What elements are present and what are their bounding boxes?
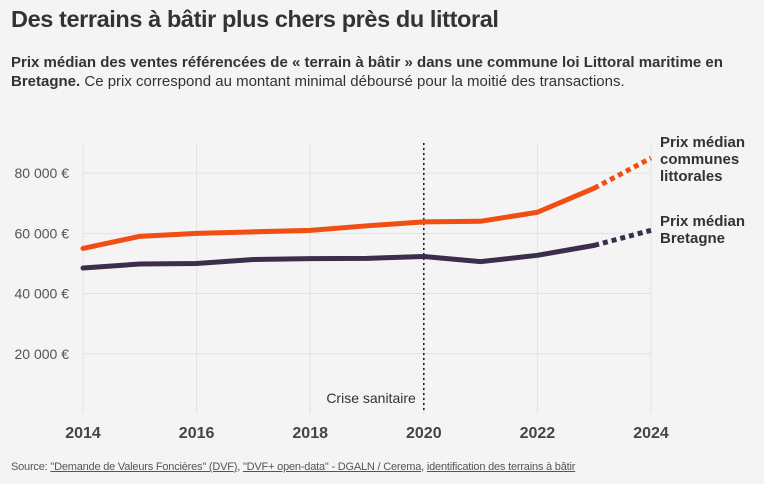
- subtitle-bold: Prix médian des ventes référencées de « …: [11, 54, 723, 90]
- annotation-label: Crise sanitaire: [326, 390, 416, 406]
- series-line: [80, 185, 597, 251]
- series-line-projection: [593, 227, 652, 248]
- source-link-dvf[interactable]: "Demande de Valeurs Foncières" (DVF): [50, 461, 238, 473]
- series-line: [80, 242, 597, 271]
- x-tick-label: 2016: [179, 425, 215, 442]
- series-label-line: Prix médian: [660, 134, 745, 151]
- y-tick-label: 20 000 €: [15, 346, 70, 362]
- series-label-line: littorales: [660, 168, 723, 185]
- source-link-dvf-plus[interactable]: "DVF+ open-data" - DGALN / Cerema: [242, 461, 422, 473]
- x-tick-label: 2022: [520, 425, 556, 442]
- source-sep: ,: [237, 461, 243, 473]
- x-tick-label: 2020: [406, 425, 442, 442]
- series-label: Prix médian communes littorales: [660, 134, 745, 185]
- x-tick-label: 2018: [292, 425, 328, 442]
- series-label-line: communes: [660, 151, 739, 168]
- x-tick-label: 2024: [633, 425, 669, 442]
- series-label-line: Bretagne: [660, 230, 725, 247]
- x-tick-label: 2014: [65, 425, 101, 442]
- source-sep: ,: [421, 461, 427, 473]
- chart-subtitle: Prix médian des ventes référencées de « …: [11, 53, 751, 91]
- subtitle-normal: Ce prix correspond au montant minimal dé…: [80, 73, 625, 90]
- y-tick-label: 40 000 €: [15, 286, 70, 302]
- series-label-line: Prix médian: [660, 213, 745, 230]
- source-note: Source: "Demande de Valeurs Foncières" (…: [11, 461, 575, 473]
- series-line-projection: [593, 155, 653, 191]
- series-label: Prix médian Bretagne: [660, 213, 745, 247]
- chart-title: Des terrains à bâtir plus chers près du …: [11, 6, 499, 32]
- y-tick-label: 80 000 €: [15, 165, 70, 181]
- source-prefix: Source:: [11, 461, 51, 473]
- y-tick-label: 60 000 €: [15, 225, 70, 241]
- source-link-identification[interactable]: identification des terrains à bâtir: [426, 461, 576, 473]
